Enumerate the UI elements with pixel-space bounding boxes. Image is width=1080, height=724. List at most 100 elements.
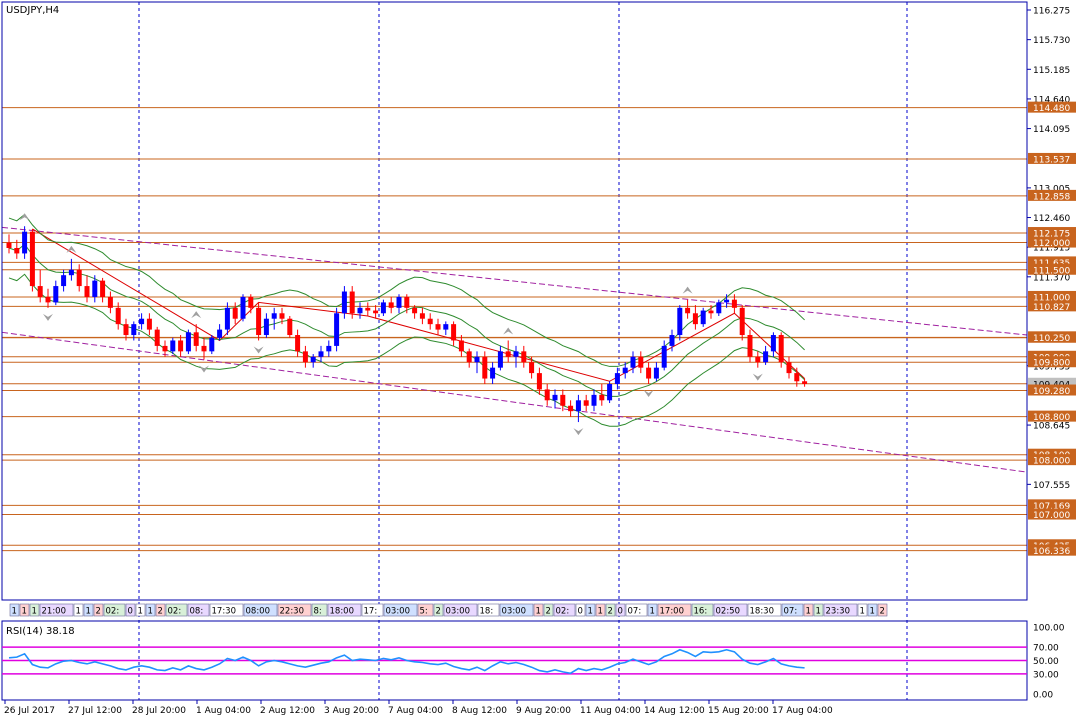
- candle-body: [435, 324, 441, 330]
- candle-body: [295, 335, 301, 352]
- level-price-label: 108.800: [1028, 410, 1076, 423]
- event-label: 2: [546, 607, 551, 617]
- level-label-box: [1028, 300, 1076, 312]
- candle: [560, 389, 566, 412]
- event-marker: 0: [615, 603, 626, 617]
- candle: [341, 286, 347, 319]
- candle-body: [653, 367, 659, 379]
- event-label: 07:: [784, 607, 798, 617]
- level-label-box: [1028, 263, 1076, 275]
- event-label: 1: [138, 607, 143, 617]
- candle-body: [61, 275, 67, 287]
- price-tick-label: 115.185: [1033, 66, 1070, 76]
- candle-body: [638, 356, 644, 368]
- time-tick-label: 17 Aug 04:00: [772, 706, 833, 716]
- event-box: [553, 603, 576, 617]
- candle-body: [92, 280, 98, 297]
- event-label: 08:00: [246, 607, 271, 617]
- candle-body: [170, 340, 176, 352]
- level-label-box: [1028, 189, 1076, 201]
- candle-body: [380, 302, 386, 314]
- candle: [700, 307, 706, 327]
- event-marker: 1: [533, 603, 544, 617]
- candle-body: [786, 362, 792, 374]
- candle-body: [513, 351, 519, 357]
- level-label-text: 106.336: [1033, 547, 1070, 557]
- candle: [451, 321, 457, 346]
- level-label-box: [1028, 290, 1076, 302]
- candle: [326, 340, 332, 357]
- event-label: 17:: [364, 607, 378, 617]
- event-box: [125, 603, 136, 617]
- event-box: [155, 603, 166, 617]
- event-label: 21:00: [42, 607, 67, 617]
- fractal-down: [752, 373, 763, 381]
- candle: [731, 294, 737, 314]
- candle-body: [474, 356, 480, 363]
- level-price-label: 112.000: [1028, 236, 1076, 249]
- event-label: 07:: [628, 607, 642, 617]
- candle: [614, 367, 620, 390]
- level-price-label: 112.175: [1028, 227, 1076, 240]
- candle-body: [100, 280, 106, 297]
- fractal-down: [573, 428, 584, 436]
- candle-body: [466, 351, 472, 363]
- event-marker: 03:00: [383, 603, 418, 617]
- fractal-down: [199, 365, 209, 373]
- time-axis: 26 Jul 2017 27 Jul 12:00 28 Jul 20:00 1 Aug…: [4, 700, 833, 716]
- level-price-label: 106.336: [1028, 544, 1076, 557]
- candle: [240, 294, 246, 322]
- candle: [256, 302, 262, 341]
- candle-body: [326, 345, 332, 352]
- candle-body: [240, 296, 246, 319]
- event-box: [713, 603, 748, 617]
- event-label: 1: [148, 607, 153, 617]
- event-box: [9, 603, 20, 617]
- candle: [115, 302, 121, 330]
- candle: [107, 291, 113, 314]
- price-tick-label: 111.915: [1033, 244, 1070, 254]
- candle-body: [6, 242, 12, 248]
- candle: [22, 226, 28, 259]
- candle: [217, 324, 223, 341]
- event-box: [165, 603, 188, 617]
- time-tick-label: 9 Aug 20:00: [516, 706, 571, 716]
- candle-body: [747, 335, 753, 357]
- candle-body: [482, 356, 488, 379]
- candle: [622, 362, 628, 379]
- candle-body: [22, 231, 28, 254]
- level-label-text: 112.000: [1033, 239, 1070, 249]
- event-marker: 02:: [103, 603, 126, 617]
- fractal-up: [191, 311, 202, 319]
- candle: [224, 302, 230, 336]
- candle: [334, 307, 340, 352]
- level-label-box: [1028, 508, 1076, 520]
- candle: [755, 351, 761, 368]
- candles: [6, 226, 808, 423]
- candle-body: [29, 231, 35, 287]
- event-marker: 1: [9, 603, 20, 617]
- level-label-text: 107.000: [1033, 511, 1070, 521]
- time-tick-label: 7 Aug 04:00: [388, 706, 443, 716]
- event-marker: 17:00: [657, 603, 692, 617]
- event-label: 03:00: [386, 607, 411, 617]
- candle: [209, 335, 215, 355]
- candle: [692, 305, 698, 330]
- candle: [373, 305, 379, 319]
- level-label-box: [1028, 227, 1076, 239]
- candle: [443, 321, 449, 336]
- event-label: 1: [650, 607, 655, 617]
- event-marker: 0: [575, 603, 586, 617]
- fractal-up: [66, 245, 77, 253]
- candle: [170, 337, 176, 355]
- event-box: [543, 603, 554, 617]
- candle-body: [490, 367, 496, 379]
- event-label: 2: [96, 607, 101, 617]
- event-box: [135, 603, 146, 617]
- event-marker: 1: [647, 603, 658, 617]
- level-label-box: [1028, 377, 1076, 389]
- candle-body: [14, 247, 20, 254]
- event-box: [443, 603, 478, 617]
